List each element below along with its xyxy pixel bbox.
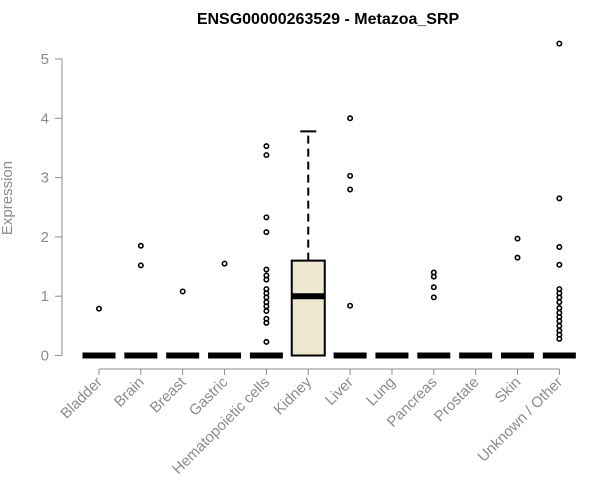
outlier-point bbox=[347, 186, 354, 193]
y-tick-label: 2 bbox=[41, 229, 49, 246]
x-tick-label: Brain bbox=[111, 374, 148, 411]
outlier-point bbox=[263, 266, 270, 273]
x-tick-label: Lung bbox=[363, 374, 399, 410]
outlier-point bbox=[430, 269, 437, 276]
outlier-point bbox=[263, 229, 270, 236]
outlier-point bbox=[179, 288, 186, 295]
outlier-point bbox=[556, 309, 563, 316]
box-brain bbox=[124, 242, 158, 359]
outlier-point bbox=[556, 243, 563, 250]
outlier-point bbox=[96, 305, 103, 312]
outlier-point bbox=[556, 40, 563, 47]
box-iqr bbox=[290, 259, 326, 357]
outlier-point bbox=[556, 286, 563, 293]
chart-title: ENSG00000263529 - Metazoa_SRP bbox=[197, 11, 460, 28]
outlier-point bbox=[347, 172, 354, 179]
outlier-point bbox=[430, 284, 437, 291]
outlier-point bbox=[514, 254, 521, 261]
boxes-layer bbox=[82, 40, 576, 359]
outlier-point bbox=[137, 242, 144, 249]
y-tick-label: 0 bbox=[41, 348, 49, 365]
outlier-point bbox=[221, 260, 228, 267]
outlier-point bbox=[263, 315, 270, 322]
y-tick-label: 5 bbox=[41, 51, 49, 68]
x-tick-label: Skin bbox=[492, 374, 525, 407]
outlier-point bbox=[263, 286, 270, 293]
x-tick-label: Prostate bbox=[431, 374, 483, 426]
outlier-point bbox=[556, 261, 563, 268]
outlier-point bbox=[347, 302, 354, 309]
outlier-point bbox=[263, 299, 270, 306]
x-tick-label: Breast bbox=[147, 373, 190, 416]
box-pancreas bbox=[417, 269, 451, 359]
box-kidney bbox=[290, 130, 326, 357]
outlier-point bbox=[556, 322, 563, 329]
outlier-point bbox=[556, 299, 563, 306]
outlier-point bbox=[263, 308, 270, 315]
box-hematopoietic-cells bbox=[249, 143, 283, 359]
outlier-point bbox=[137, 262, 144, 269]
y-tick-label: 1 bbox=[41, 288, 49, 305]
outlier-point bbox=[556, 305, 563, 312]
x-tick-label: Bladder bbox=[57, 374, 106, 423]
box-liver bbox=[333, 115, 367, 359]
y-tick-label: 3 bbox=[41, 170, 49, 187]
outlier-point bbox=[556, 195, 563, 202]
outlier-point bbox=[263, 214, 270, 221]
outlier-point bbox=[263, 338, 270, 345]
x-tick-label: Liver bbox=[322, 374, 357, 409]
outlier-point bbox=[263, 143, 270, 150]
outlier-point bbox=[556, 327, 563, 334]
outlier-point bbox=[263, 152, 270, 159]
outlier-point bbox=[263, 272, 270, 279]
y-axis-label: Expression bbox=[0, 161, 16, 235]
outlier-point bbox=[430, 294, 437, 301]
box-gastric bbox=[208, 260, 242, 359]
y-tick-label: 4 bbox=[41, 110, 49, 127]
x-tick-label: Kidney bbox=[271, 373, 316, 418]
outlier-point bbox=[514, 235, 521, 242]
box-bladder bbox=[82, 305, 116, 359]
box-unknown-other bbox=[542, 40, 576, 359]
outlier-point bbox=[347, 115, 354, 122]
box-breast bbox=[166, 288, 200, 359]
box-skin bbox=[501, 235, 534, 359]
